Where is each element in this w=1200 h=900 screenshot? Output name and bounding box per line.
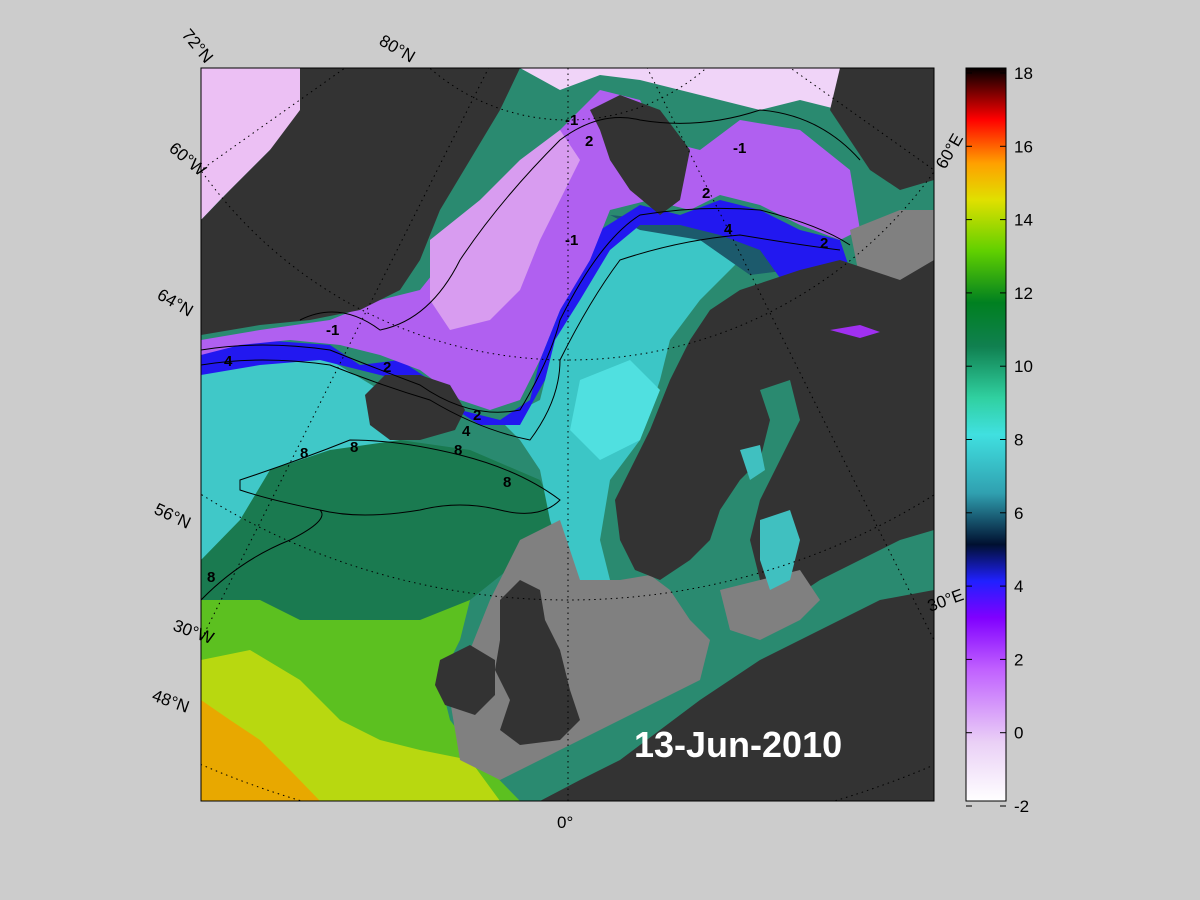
temperature-contours [201, 109, 861, 601]
ireland [435, 645, 495, 715]
date-label: 13-Jun-2010 [634, 724, 842, 765]
colorbar-tick-label: 18 [1014, 64, 1033, 83]
contour-8 [239, 439, 561, 516]
contour-label: 2 [383, 359, 391, 376]
contour-2 [201, 207, 851, 413]
colorbar-tick-label: 8 [1014, 431, 1023, 450]
contour-8-south [201, 509, 323, 601]
cool-water-west [201, 360, 400, 560]
polar-ice-water-east [520, 68, 934, 130]
light-purple-water [430, 130, 580, 330]
graticule [201, 68, 934, 801]
contour-label: 2 [820, 235, 828, 252]
contour-label: 8 [300, 445, 308, 462]
colorbar-ticks: 18 16 14 12 10 8 6 4 2 0 -2 [966, 64, 1033, 816]
contour-labels: -1 -1 -1 -1 2 2 2 2 2 4 4 4 8 8 8 8 8 [207, 112, 828, 586]
white-sea-purple [830, 325, 880, 338]
polar-ice-water [201, 68, 300, 220]
baltic-cool-water [760, 510, 800, 590]
contour-label: 8 [350, 439, 358, 456]
map-panel [201, 68, 934, 801]
colorbar-tick-label: 16 [1014, 137, 1033, 156]
lat-label: 64°N [154, 285, 196, 320]
continental-europe [540, 590, 934, 801]
lat-label: 80°N [376, 31, 418, 66]
colorbar-tick-label: 0 [1014, 724, 1023, 743]
colorbar-tick-label: -2 [1014, 797, 1029, 816]
lat-label: 72°N [178, 25, 217, 66]
contour-label: 2 [702, 185, 710, 202]
colorbar-tick-label: 2 [1014, 650, 1023, 669]
lon-label: 60°E [932, 130, 967, 172]
contour-label: -1 [565, 112, 578, 129]
contour-label: 8 [454, 442, 462, 459]
colorbar-tick-label: 4 [1014, 577, 1023, 596]
polar-front-blue [201, 200, 850, 425]
colorbar-strip [965, 67, 1007, 802]
contour-minus-1 [299, 109, 861, 331]
hottest-atlantic-water [201, 700, 320, 801]
contour-label: 8 [503, 474, 511, 491]
lat-label: 48°N [150, 686, 192, 717]
colorbar-tick-label: 12 [1014, 284, 1033, 303]
contour-label: -1 [326, 322, 339, 339]
colorbar-tick-label: 10 [1014, 357, 1033, 376]
contour-label: 2 [585, 133, 593, 150]
colorbar: 18 16 14 12 10 8 6 4 2 0 -2 [965, 64, 1033, 816]
scandinavia-europe [615, 260, 934, 600]
contour-label: -1 [565, 232, 578, 249]
contour-label: 4 [462, 423, 471, 440]
contour-label: 2 [473, 407, 481, 424]
great-britain [495, 580, 580, 745]
iceland [365, 375, 465, 440]
lat-label: 56°N [151, 499, 193, 532]
baltic-shelf [720, 570, 820, 640]
cool-water-lens [570, 360, 660, 460]
novaya-zemlya [830, 68, 934, 190]
contour-4 [201, 234, 841, 441]
svalbard [590, 95, 690, 215]
colorbar-tick-label: 14 [1014, 211, 1033, 230]
contour-label: 4 [224, 353, 233, 370]
temperate-water [201, 440, 560, 620]
bothnia-cool-water [740, 445, 765, 480]
contour-label: -1 [733, 140, 746, 157]
contour-label: 4 [724, 221, 733, 238]
colorbar-tick-label: 6 [1014, 504, 1023, 523]
map-frame [200, 67, 935, 802]
contour-label: 8 [207, 569, 215, 586]
lon-label: 0° [557, 813, 573, 832]
greenland [201, 68, 520, 335]
